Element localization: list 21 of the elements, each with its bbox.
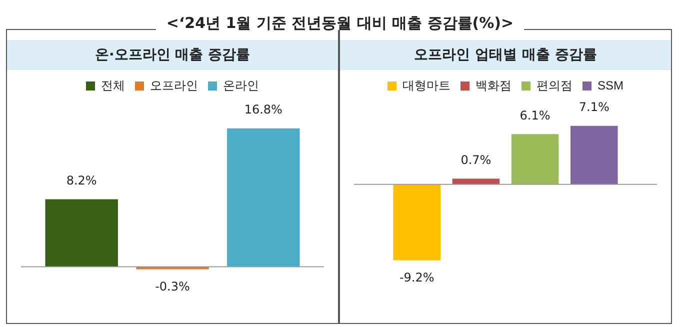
bar	[570, 126, 618, 184]
data-label: -9.2%	[399, 270, 434, 284]
data-label: 6.1%	[520, 108, 550, 122]
data-label: 16.8%	[244, 102, 282, 116]
legend-label: 전체	[101, 78, 125, 92]
bar	[511, 134, 559, 184]
legend-label: 백화점	[476, 78, 512, 92]
legend-label: 대형마트	[402, 78, 450, 92]
bar	[393, 184, 441, 260]
legend-label: SSM	[598, 78, 624, 92]
legend-label: 오프라인	[150, 78, 198, 92]
legend-label: 편의점	[536, 78, 572, 92]
data-label: 8.2%	[66, 173, 97, 188]
legend-label: 온라인	[223, 78, 259, 92]
chart-title: <‘24년 1월 기준 전년동월 대비 매출 증감률(%)>	[156, 14, 524, 32]
chart-subtitle: 온·오프라인 매출 증감률	[7, 40, 338, 70]
chart-subtitle: 오프라인 업태별 매출 증감률	[340, 40, 671, 70]
data-label: 0.7%	[460, 152, 492, 167]
data-label: -0.3%	[155, 279, 190, 294]
bar	[452, 178, 500, 184]
data-label: 7.1%	[578, 100, 610, 114]
